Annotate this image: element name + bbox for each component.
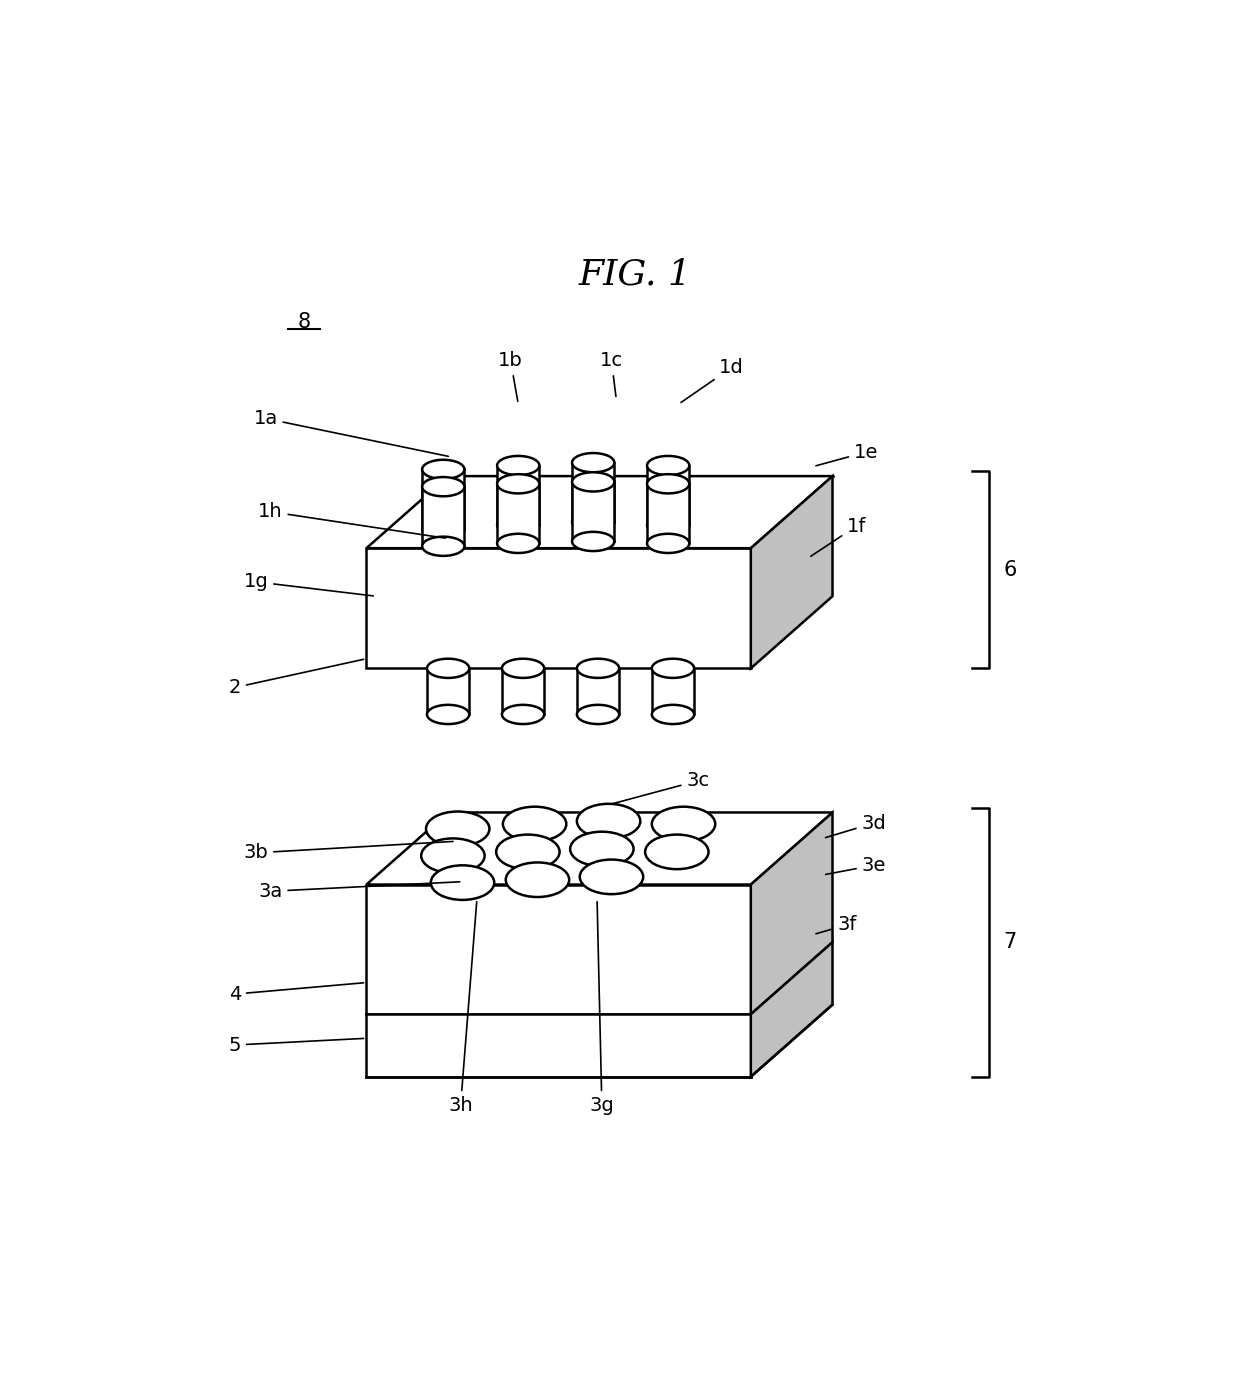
Ellipse shape [503, 806, 567, 841]
Text: 1a: 1a [253, 409, 449, 456]
Text: 8: 8 [298, 313, 310, 332]
Text: 3g: 3g [589, 902, 614, 1115]
Polygon shape [427, 669, 469, 714]
Polygon shape [367, 477, 832, 548]
Text: FIG. 1: FIG. 1 [579, 257, 692, 292]
Ellipse shape [506, 862, 569, 897]
Polygon shape [422, 486, 465, 546]
Ellipse shape [647, 534, 689, 553]
Polygon shape [647, 466, 689, 525]
Ellipse shape [652, 705, 694, 724]
Polygon shape [577, 669, 619, 714]
Ellipse shape [572, 473, 614, 492]
Polygon shape [502, 669, 544, 714]
Ellipse shape [647, 474, 689, 493]
Ellipse shape [427, 659, 469, 678]
Ellipse shape [580, 859, 644, 894]
Ellipse shape [422, 477, 465, 496]
Polygon shape [367, 884, 751, 1015]
Ellipse shape [422, 520, 465, 538]
Ellipse shape [497, 534, 539, 553]
Ellipse shape [577, 803, 640, 838]
Text: 1e: 1e [816, 442, 878, 466]
Ellipse shape [572, 513, 614, 532]
Text: 3c: 3c [611, 771, 709, 803]
Text: 6: 6 [1003, 560, 1017, 580]
Ellipse shape [572, 532, 614, 550]
Text: 1f: 1f [811, 517, 867, 556]
Text: 3e: 3e [826, 856, 887, 874]
Ellipse shape [427, 812, 490, 847]
Ellipse shape [496, 834, 559, 869]
Polygon shape [572, 463, 614, 523]
Polygon shape [652, 669, 694, 714]
Ellipse shape [430, 866, 495, 899]
Ellipse shape [502, 659, 544, 678]
Text: 3f: 3f [816, 916, 857, 934]
Ellipse shape [497, 474, 539, 493]
Text: 1g: 1g [243, 573, 373, 596]
Ellipse shape [422, 460, 465, 480]
Text: 3h: 3h [449, 902, 476, 1115]
Ellipse shape [422, 838, 485, 873]
Ellipse shape [572, 453, 614, 473]
Text: 5: 5 [228, 1036, 363, 1055]
Text: 3b: 3b [243, 841, 453, 862]
Text: 3a: 3a [258, 881, 460, 901]
Ellipse shape [422, 537, 465, 556]
Ellipse shape [577, 659, 619, 678]
Polygon shape [367, 1015, 751, 1077]
Polygon shape [572, 482, 614, 542]
Ellipse shape [577, 705, 619, 724]
Polygon shape [751, 942, 832, 1077]
Polygon shape [367, 813, 832, 884]
Text: 2: 2 [228, 659, 363, 696]
Ellipse shape [497, 516, 539, 535]
Polygon shape [367, 548, 751, 669]
Polygon shape [751, 477, 832, 669]
Ellipse shape [647, 456, 689, 475]
Text: 1h: 1h [258, 502, 445, 538]
Ellipse shape [652, 806, 715, 841]
Ellipse shape [570, 831, 634, 866]
Text: 1d: 1d [681, 359, 744, 403]
Ellipse shape [647, 516, 689, 535]
Ellipse shape [427, 705, 469, 724]
Text: 7: 7 [1003, 933, 1017, 952]
Text: 1b: 1b [498, 352, 523, 402]
Ellipse shape [502, 705, 544, 724]
Polygon shape [751, 813, 832, 1015]
Ellipse shape [652, 659, 694, 678]
Text: 1c: 1c [600, 352, 622, 396]
Text: 3d: 3d [826, 813, 887, 838]
Polygon shape [422, 470, 465, 530]
Polygon shape [647, 484, 689, 543]
Text: 4: 4 [228, 983, 363, 1004]
Ellipse shape [645, 834, 708, 869]
Polygon shape [497, 466, 539, 525]
Polygon shape [497, 484, 539, 543]
Ellipse shape [497, 456, 539, 475]
